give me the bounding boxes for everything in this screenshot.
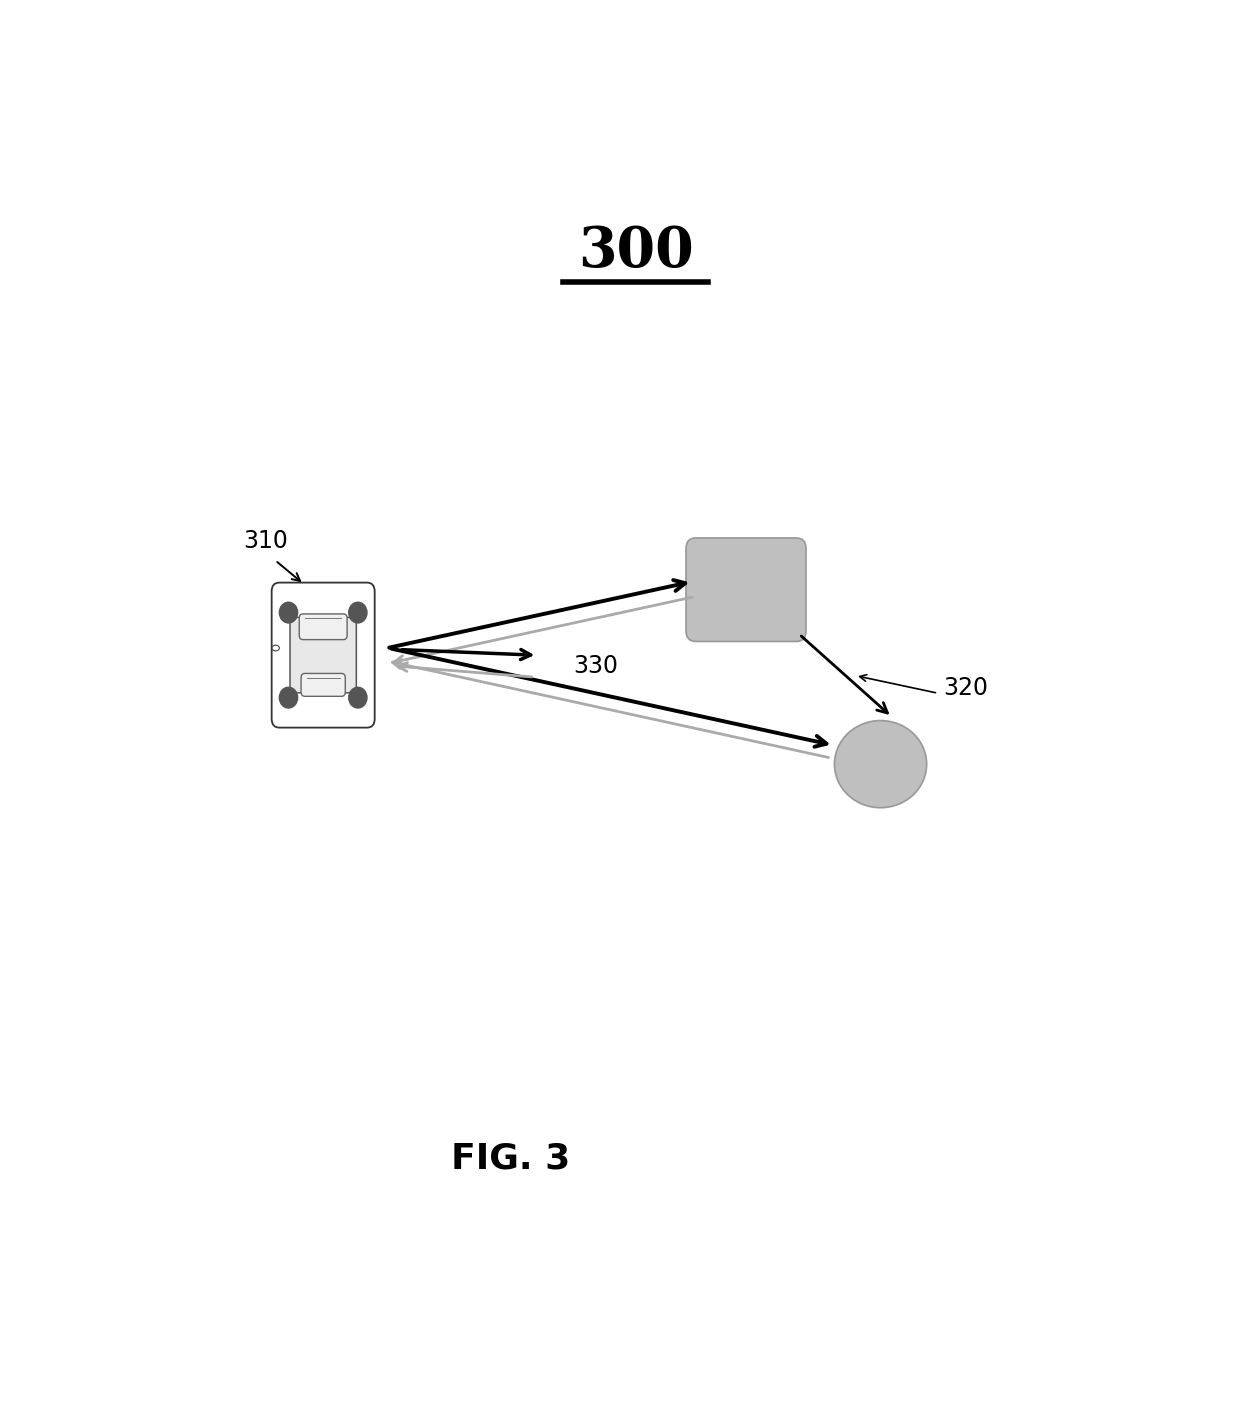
FancyBboxPatch shape: [290, 617, 356, 692]
Circle shape: [348, 602, 367, 623]
Text: FIG. 3: FIG. 3: [451, 1141, 570, 1175]
Text: 310: 310: [243, 528, 288, 552]
Text: 320: 320: [942, 675, 988, 700]
Ellipse shape: [835, 721, 926, 807]
Text: 300: 300: [578, 224, 693, 279]
Text: 330: 330: [573, 654, 618, 678]
FancyBboxPatch shape: [686, 538, 806, 641]
FancyBboxPatch shape: [272, 582, 374, 728]
FancyBboxPatch shape: [299, 615, 347, 640]
FancyBboxPatch shape: [301, 674, 345, 697]
Circle shape: [279, 602, 298, 623]
Circle shape: [279, 687, 298, 708]
Circle shape: [348, 687, 367, 708]
Ellipse shape: [272, 646, 279, 651]
Ellipse shape: [275, 585, 371, 726]
